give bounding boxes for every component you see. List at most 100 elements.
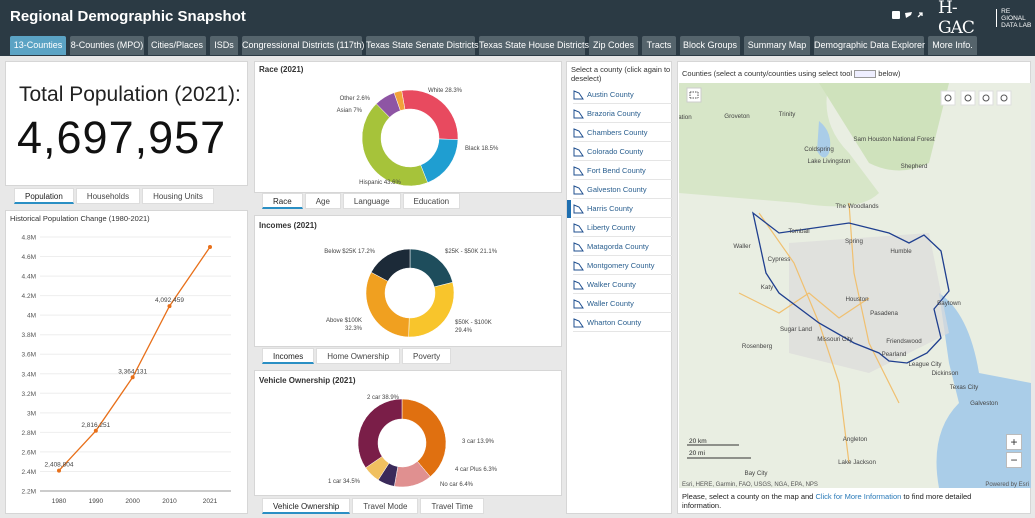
map-footer-text-1: Please, select a county on the map and xyxy=(682,492,814,501)
county-label: Walker County xyxy=(587,280,636,289)
county-item[interactable]: Chambers County xyxy=(573,124,673,142)
donut-slice[interactable] xyxy=(370,248,411,282)
tab-housing-units[interactable]: Housing Units xyxy=(142,188,214,204)
donut-slice[interactable] xyxy=(365,271,410,338)
county-item[interactable]: Walker County xyxy=(573,276,673,294)
zoom-in-button[interactable]: + xyxy=(1006,434,1022,450)
y-tick-label: 2.4M xyxy=(22,469,36,476)
map-place-label: Rosenberg xyxy=(742,343,773,350)
slice-label: Hispanic 43.6% xyxy=(359,180,401,186)
map-place-label: Waller xyxy=(733,243,750,250)
tab-cities[interactable]: Cities/Places xyxy=(148,36,206,55)
donut-slice[interactable] xyxy=(408,282,455,338)
basemap-icon-glyph xyxy=(1000,94,1008,102)
twitter-icon[interactable] xyxy=(905,12,912,18)
county-item[interactable]: Harris County xyxy=(567,200,673,218)
more-info-link[interactable]: Click for More Information xyxy=(815,492,902,501)
donut-slice[interactable] xyxy=(401,89,459,140)
total-population-panel: Total Population (2021): 4,697,957 xyxy=(5,61,248,186)
county-polygon-icon xyxy=(573,147,584,157)
map-place-label: Friendswood xyxy=(886,338,922,345)
income-tabs: Incomes Home Ownership Poverty xyxy=(262,348,453,364)
county-polygon-icon xyxy=(573,204,584,214)
map-place-label: Trinity xyxy=(779,111,797,118)
data-point[interactable] xyxy=(57,468,61,473)
donut-slice[interactable] xyxy=(420,138,459,183)
county-label: Liberty County xyxy=(587,223,636,232)
donut-slice[interactable] xyxy=(357,398,403,469)
tab-isds[interactable]: ISDs xyxy=(210,36,238,55)
home-icon[interactable] xyxy=(960,90,976,106)
tab-travel-mode[interactable]: Travel Mode xyxy=(352,498,419,514)
county-item[interactable]: Wharton County xyxy=(573,314,673,332)
highway xyxy=(848,202,900,404)
data-point[interactable] xyxy=(93,428,98,433)
county-item[interactable]: Austin County xyxy=(573,86,673,104)
county-item[interactable]: Brazoria County xyxy=(573,105,673,123)
map-place-label: Texas City xyxy=(950,384,979,391)
county-label: Harris County xyxy=(587,204,633,213)
county-item[interactable]: Matagorda County xyxy=(573,238,673,256)
donut-slice[interactable] xyxy=(361,103,428,187)
map-place-label: Tomball xyxy=(788,228,809,235)
tab-vehicle-ownership[interactable]: Vehicle Ownership xyxy=(262,498,351,514)
layers-icon[interactable] xyxy=(978,90,994,106)
slice-label: 29.4% xyxy=(455,328,473,334)
tab-education[interactable]: Education xyxy=(402,193,461,209)
tab-travel-time[interactable]: Travel Time xyxy=(420,498,484,514)
donut-slice[interactable] xyxy=(401,398,447,478)
y-tick-label: 3M xyxy=(27,410,36,417)
tab-language[interactable]: Language xyxy=(342,193,401,209)
data-point[interactable] xyxy=(208,244,212,249)
slice-label: $25K - $50K 21.1% xyxy=(445,249,498,255)
county-polygon-icon xyxy=(573,280,584,290)
basemap-icon[interactable] xyxy=(996,90,1012,106)
county-map[interactable]: Station Groveton Trinity Coldspring Sam Hous… xyxy=(679,83,1031,488)
county-item[interactable]: Fort Bend County xyxy=(573,162,673,180)
tab-race[interactable]: Race xyxy=(262,193,303,209)
population-line xyxy=(58,246,211,472)
tab-more-info[interactable]: More Info. xyxy=(928,36,977,55)
county-item[interactable]: Montgomery County xyxy=(573,257,673,275)
tab-population[interactable]: Population xyxy=(14,188,74,204)
tab-block-groups[interactable]: Block Groups xyxy=(680,36,740,55)
county-item[interactable]: Colorado County xyxy=(573,143,673,161)
map-place-label: Bay City xyxy=(744,470,768,477)
y-tick-label: 2.8M xyxy=(22,430,36,437)
tab-tracts[interactable]: Tracts xyxy=(642,36,676,55)
social-icon-group[interactable] xyxy=(892,10,926,21)
tab-13-counties[interactable]: 13-Counties xyxy=(10,36,66,55)
tab-age[interactable]: Age xyxy=(304,193,341,209)
tab-senate[interactable]: Texas State Senate Districts xyxy=(366,36,479,55)
county-label: Waller County xyxy=(587,299,634,308)
data-point[interactable] xyxy=(130,375,135,380)
search-icon[interactable] xyxy=(940,90,956,106)
income-donut-chart: $25K - $50K 21.1% $50K - $100K 29.4% Above … xyxy=(324,248,498,338)
tab-data-explorer[interactable]: Demographic Data Explorer xyxy=(814,36,925,55)
county-item[interactable]: Waller County xyxy=(573,295,673,313)
map-place-label: Baytown xyxy=(937,300,961,307)
select-tool-button[interactable] xyxy=(686,87,702,103)
highway xyxy=(738,292,870,319)
slice-label: 4 car Plus 6.3% xyxy=(455,467,498,473)
tab-summary-map[interactable]: Summary Map xyxy=(744,36,810,55)
county-polygon-icon xyxy=(573,128,584,138)
map-place-label: The Woodlands xyxy=(835,203,878,210)
county-item[interactable]: Liberty County xyxy=(573,219,673,237)
tab-zip-codes[interactable]: Zip Codes xyxy=(589,36,638,55)
slice-label: Asian 7% xyxy=(337,108,363,114)
tab-incomes[interactable]: Incomes xyxy=(262,348,315,364)
county-item[interactable]: Galveston County xyxy=(573,181,673,199)
tab-home-ownership[interactable]: Home Ownership xyxy=(316,348,401,364)
tab-households[interactable]: Households xyxy=(75,188,141,204)
tab-house[interactable]: Texas State House Districts xyxy=(479,36,589,55)
donut-slice[interactable] xyxy=(393,90,406,111)
harris-county-boundary[interactable] xyxy=(751,211,950,364)
zoom-out-button[interactable]: − xyxy=(1006,452,1022,468)
tab-congressional[interactable]: Congressional Districts (117th) xyxy=(242,36,364,55)
data-point[interactable] xyxy=(167,304,172,309)
facebook-icon[interactable] xyxy=(892,11,900,19)
tab-poverty[interactable]: Poverty xyxy=(402,348,452,364)
link-icon[interactable] xyxy=(917,12,923,18)
tab-8-counties[interactable]: 8-Counties (MPO) xyxy=(70,36,144,55)
